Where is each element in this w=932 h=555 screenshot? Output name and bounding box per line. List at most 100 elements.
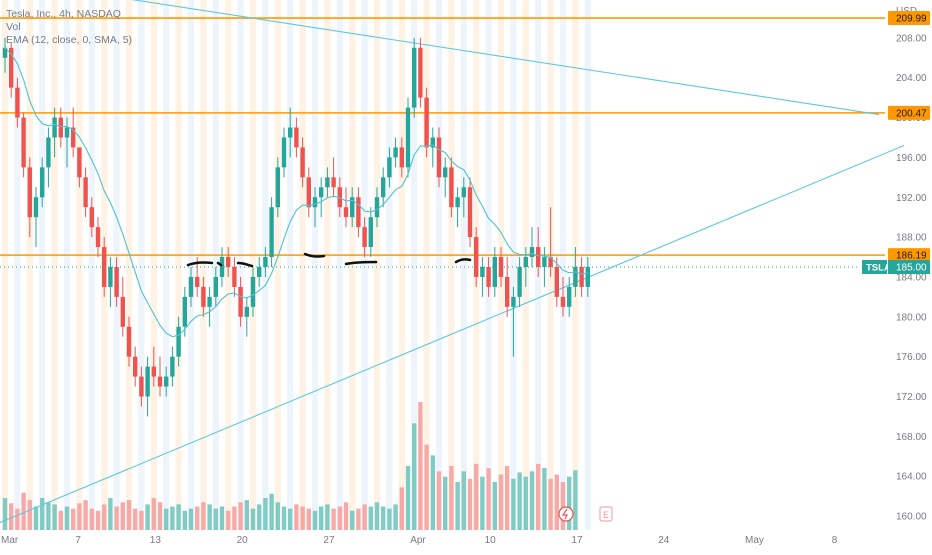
volume-bar [21, 492, 26, 530]
candle-body [350, 197, 355, 218]
chart-legend: Tesla, Inc., 4h, NASDAQ Vol EMA (12, clo… [6, 8, 132, 47]
candle-body [536, 247, 541, 267]
candle-body [151, 366, 156, 377]
drawing-mark[interactable] [344, 260, 378, 266]
session-shade [423, 0, 430, 530]
volume-bar [486, 468, 491, 530]
earnings-event-icon[interactable] [558, 506, 574, 522]
volume-bar [412, 423, 417, 530]
volume-bar [263, 498, 268, 530]
ticker-tag[interactable] [862, 259, 887, 274]
volume-bar [529, 471, 535, 530]
volume-bar [232, 506, 237, 530]
session-shade [398, 0, 405, 530]
drawing-mark[interactable] [454, 258, 472, 264]
candle-body [52, 117, 57, 138]
candle-body [250, 276, 256, 307]
volume-bar [40, 498, 45, 530]
candle-body [480, 266, 485, 277]
drawing-mark[interactable] [216, 261, 223, 267]
volume-bar [15, 508, 20, 530]
price-tick-label: 168.00 [896, 432, 927, 443]
candle-body [21, 117, 26, 168]
volume-bar [424, 444, 429, 530]
candle-body [164, 376, 169, 387]
candle-body [182, 296, 187, 327]
volume-bar [325, 504, 330, 530]
volume-bar [573, 470, 578, 530]
drawing-mark[interactable] [303, 252, 326, 258]
volume-bar [288, 508, 293, 530]
volume-bar [560, 482, 566, 530]
candle-body [300, 147, 305, 178]
level-price-tag[interactable] [888, 105, 930, 120]
lightning-icon [561, 508, 568, 520]
level-price-tag[interactable] [888, 248, 930, 263]
candle-body [573, 266, 578, 287]
candle-body [64, 127, 70, 138]
candle-body [201, 286, 206, 307]
candle-body [244, 306, 249, 317]
volume-bar [133, 508, 138, 530]
session-shade [299, 0, 306, 530]
volume-bar [244, 500, 249, 530]
session-shade [324, 0, 331, 530]
volume-bar [151, 498, 156, 530]
volume-bar [554, 474, 559, 530]
volume-bar [257, 504, 262, 530]
volume-bar [83, 500, 88, 530]
session-shade [39, 0, 46, 530]
volume-bar [393, 504, 398, 530]
trendline[interactable] [0, 144, 905, 524]
dividend-event-icon[interactable] [599, 506, 613, 522]
event-e-icon: E [603, 510, 609, 520]
session-shade [274, 0, 281, 530]
candle-body [238, 286, 243, 317]
candle-body [461, 187, 466, 198]
volume-bar [542, 468, 547, 530]
level-price-tag-text: 200.47 [896, 108, 927, 119]
candle-body [474, 237, 479, 277]
volume-bar [300, 506, 305, 530]
volume-bar [567, 476, 572, 530]
candle-body [170, 356, 175, 377]
candle-body [294, 127, 299, 148]
volume-indicator-label: Vol [6, 21, 21, 33]
drawing-mark[interactable] [186, 261, 214, 267]
time-tick-label: 24 [658, 535, 670, 546]
candle-body [585, 266, 590, 287]
candle-body [554, 266, 559, 297]
trendline[interactable] [0, 0, 880, 116]
volume-bar [350, 510, 355, 530]
candle-body [281, 137, 287, 168]
drawing-mark[interactable] [236, 261, 254, 268]
ticker-tag-text: TSLA [866, 262, 891, 273]
price-tick-label: 172.00 [896, 392, 927, 403]
volume-bar [102, 504, 107, 530]
volume-bar [449, 466, 454, 530]
price-tick-label: 160.00 [896, 512, 927, 523]
volume-bar [517, 472, 522, 530]
session-shade [460, 0, 467, 530]
volume-bar [9, 503, 14, 530]
volume-bar [312, 510, 318, 530]
candle-body [418, 47, 423, 98]
time-tick-label: Mar [1, 535, 19, 546]
volume-bar [399, 487, 404, 530]
candle-body [455, 197, 460, 208]
volume-bar [281, 506, 287, 530]
time-tick-label: 17 [571, 535, 583, 546]
candle-body [108, 266, 113, 287]
volume-bar [176, 504, 181, 530]
time-tick-label: 20 [237, 535, 249, 546]
volume-bar [114, 506, 119, 530]
volume-bar [188, 508, 194, 530]
volume-bar [536, 463, 541, 530]
last-price-tag[interactable] [888, 259, 930, 274]
candle-body [560, 296, 566, 307]
level-price-tag[interactable] [888, 11, 930, 26]
session-shade [411, 0, 418, 530]
volume-bar [27, 500, 32, 530]
